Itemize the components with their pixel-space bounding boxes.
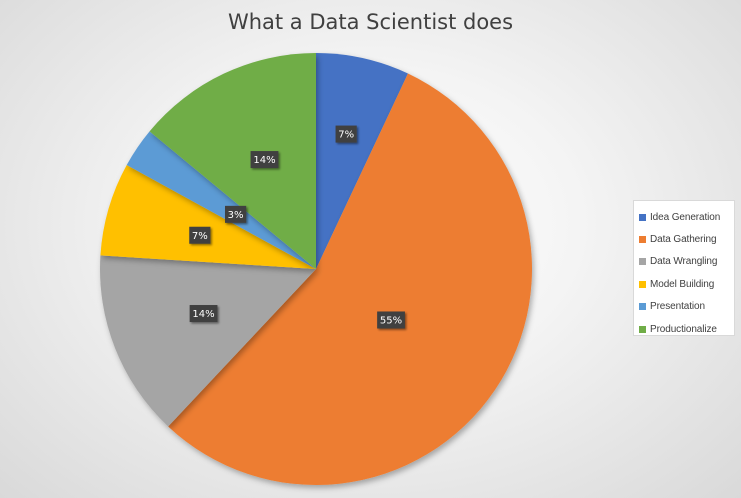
legend-label: Productionalize bbox=[650, 323, 717, 335]
data-label-presentation: 3% bbox=[225, 205, 247, 223]
legend-swatch bbox=[639, 280, 646, 288]
svg-text:7%: 7% bbox=[338, 130, 354, 141]
data-label-idea-generation: 7% bbox=[335, 125, 357, 143]
legend-item-presentation: Presentation bbox=[634, 296, 734, 318]
chart-title: What a Data Scientist does bbox=[227, 10, 514, 34]
svg-text:14%: 14% bbox=[192, 309, 214, 320]
data-label-data-gathering: 55% bbox=[377, 311, 405, 329]
legend-swatch bbox=[639, 258, 646, 266]
legend-item-model-building: Model Building bbox=[634, 273, 734, 295]
legend-label: Model Building bbox=[650, 278, 715, 290]
data-label-model-building: 7% bbox=[189, 226, 211, 244]
legend-label: Data Wrangling bbox=[650, 256, 718, 268]
pie-slice-model-building bbox=[100, 164, 316, 269]
pie-slice-data-gathering bbox=[168, 73, 533, 485]
legend-label: Presentation bbox=[650, 301, 705, 313]
legend-swatch bbox=[639, 303, 646, 311]
pie-slice-presentation bbox=[126, 131, 316, 269]
svg-text:55%: 55% bbox=[380, 316, 402, 327]
pie-slice-idea-generation bbox=[316, 53, 408, 269]
legend-swatch bbox=[639, 325, 646, 333]
svg-text:3%: 3% bbox=[228, 210, 244, 221]
legend-swatch bbox=[639, 236, 646, 244]
legend-label: Data Gathering bbox=[650, 234, 717, 246]
pie-data-labels: 7% 55% 14% 7% 3% 14% bbox=[189, 125, 405, 329]
data-label-productionalize: 14% bbox=[250, 151, 279, 169]
legend-swatch bbox=[639, 213, 646, 221]
legend-label: Idea Generation bbox=[650, 211, 721, 223]
pie-slices bbox=[100, 53, 533, 485]
svg-text:7%: 7% bbox=[192, 231, 208, 242]
legend-item-productionalize: Productionalize bbox=[634, 318, 734, 340]
svg-text:14%: 14% bbox=[253, 155, 275, 166]
data-label-data-wrangling: 14% bbox=[189, 305, 218, 323]
legend-item-idea-generation: Idea Generation bbox=[634, 206, 734, 228]
pie-slice-data-wrangling bbox=[100, 255, 316, 427]
legend: Idea Generation Data Gathering Data Wrangl… bbox=[633, 200, 735, 336]
legend-item-data-wrangling: Data Wrangling bbox=[634, 251, 734, 273]
pie-slice-productionalize bbox=[149, 53, 316, 269]
legend-item-data-gathering: Data Gathering bbox=[634, 228, 734, 250]
